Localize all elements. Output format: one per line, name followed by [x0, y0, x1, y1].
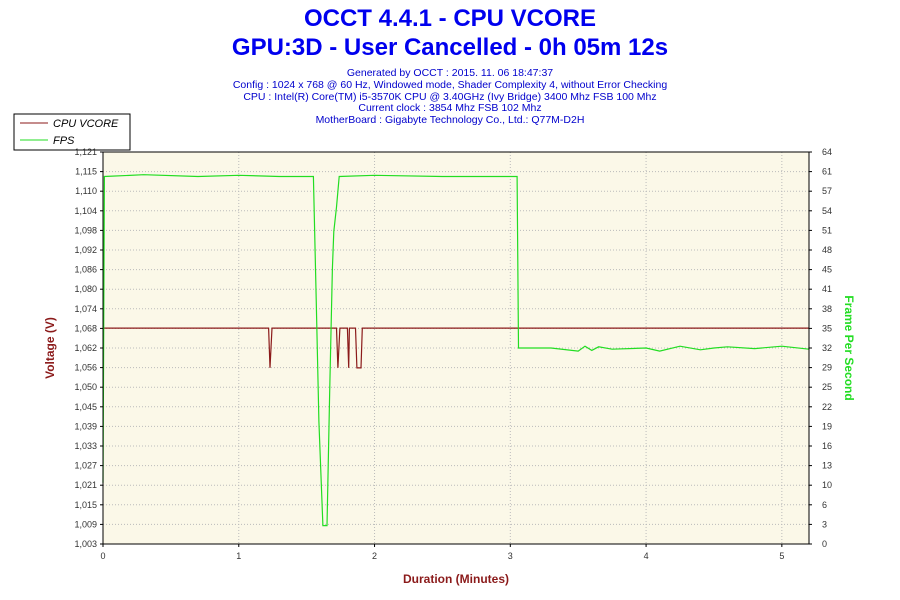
y-right-tick-label: 45	[822, 265, 832, 275]
y-right-tick-label: 16	[822, 441, 832, 451]
y-right-tick-label: 48	[822, 245, 832, 255]
y-left-tick-label: 1,121	[74, 147, 97, 157]
y-right-tick-label: 10	[822, 480, 832, 490]
y-left-tick-label: 1,056	[74, 363, 97, 373]
info-cpu: CPU : Intel(R) Core(TM) i5-3570K CPU @ 3…	[243, 90, 657, 103]
y-right-tick-label: 35	[822, 323, 832, 333]
y-right-tick-label: 64	[822, 147, 832, 157]
x-tick-label: 5	[779, 551, 784, 561]
y-right-tick-label: 51	[822, 225, 832, 235]
x-tick-label: 0	[100, 551, 105, 561]
gridlines	[103, 152, 809, 544]
y-left-tick-label: 1,021	[74, 480, 97, 490]
x-tick-label: 3	[508, 551, 513, 561]
chart-title: OCCT 4.4.1 - CPU VCORE	[303, 5, 597, 32]
info-generated: Generated by OCCT : 2015. 11. 06 18:47:3…	[346, 67, 554, 79]
legend-box	[13, 113, 131, 151]
plot-frame	[102, 151, 810, 545]
y-left-tick-label: 1,080	[74, 284, 97, 294]
y-right-tick-label: 0	[822, 539, 827, 549]
y-left-tick-label: 1,027	[74, 461, 97, 471]
legend-label-fps: FPS	[53, 135, 75, 147]
y-right-tick-label: 13	[822, 461, 832, 471]
info-clock: Current clock : 3854 Mhz FSB 102 Mhz	[358, 102, 542, 115]
chart-subtitle: GPU:3D - User Cancelled - 0h 05m 12s	[231, 34, 669, 61]
legend-label-vcore: CPU VCORE	[53, 118, 119, 130]
y-left-tick-label: 1,045	[74, 402, 97, 412]
y-right-axis-label: Frame Per Second	[842, 295, 856, 400]
test-info: Generated by OCCT : 2015. 11. 06 18:47:3…	[0, 67, 900, 127]
y-right-axis-ticks: 0 3 6 10 13 16 19 22 25 29 32 35 38 41 45 48 51 54 57 61 64	[809, 147, 832, 549]
y-left-tick-label: 1,062	[74, 343, 97, 353]
series-line-vcore	[103, 327, 809, 369]
y-right-tick-label: 41	[822, 284, 832, 294]
y-left-tick-label: 1,092	[74, 245, 97, 255]
y-left-tick-label: 1,068	[74, 323, 97, 333]
info-config: Config : 1024 x 768 @ 60 Hz, Windowed mo…	[232, 78, 668, 91]
y-left-tick-label: 1,104	[74, 206, 97, 216]
x-axis-ticks: 0 1 2 3 4 5	[100, 544, 784, 561]
info-motherboard: MotherBoard : Gigabyte Technology Co., L…	[315, 114, 585, 127]
y-right-tick-label: 29	[822, 363, 832, 373]
y-left-tick-label: 1,015	[74, 500, 97, 510]
y-left-tick-label: 1,098	[74, 225, 97, 235]
y-right-tick-label: 3	[822, 519, 827, 529]
y-right-tick-label: 54	[822, 206, 832, 216]
y-left-tick-label: 1,086	[74, 265, 97, 275]
y-left-tick-label: 1,110	[75, 186, 97, 196]
y-right-tick-label: 22	[822, 402, 832, 412]
y-left-axis-label: Voltage (V)	[43, 317, 57, 379]
y-left-tick-label: 1,074	[74, 304, 97, 314]
y-left-tick-label: 1,033	[74, 441, 97, 451]
y-left-axis-ticks: 1,003 1,009 1,015 1,021 1,027 1,033 1,039 1,045…	[74, 147, 103, 549]
legend: CPU VCORE FPS	[13, 113, 131, 151]
y-left-tick-label: 1,039	[74, 421, 97, 431]
y-left-tick-label: 1,050	[74, 382, 97, 392]
y-left-tick-label: 1,115	[75, 167, 97, 177]
x-tick-label: 2	[372, 551, 377, 561]
series-line-fps	[102, 174, 810, 527]
y-right-tick-label: 25	[822, 382, 832, 392]
y-right-tick-label: 57	[822, 186, 832, 196]
y-right-tick-label: 38	[822, 304, 832, 314]
y-right-tick-label: 61	[822, 167, 832, 177]
y-right-tick-label: 6	[822, 500, 827, 510]
x-tick-label: 4	[644, 551, 649, 561]
x-tick-label: 1	[236, 551, 241, 561]
y-right-tick-label: 19	[822, 421, 832, 431]
y-left-tick-label: 1,009	[74, 519, 97, 529]
y-right-tick-label: 32	[822, 343, 832, 353]
y-left-tick-label: 1,003	[74, 539, 97, 549]
x-axis-label: Duration (Minutes)	[403, 572, 509, 586]
